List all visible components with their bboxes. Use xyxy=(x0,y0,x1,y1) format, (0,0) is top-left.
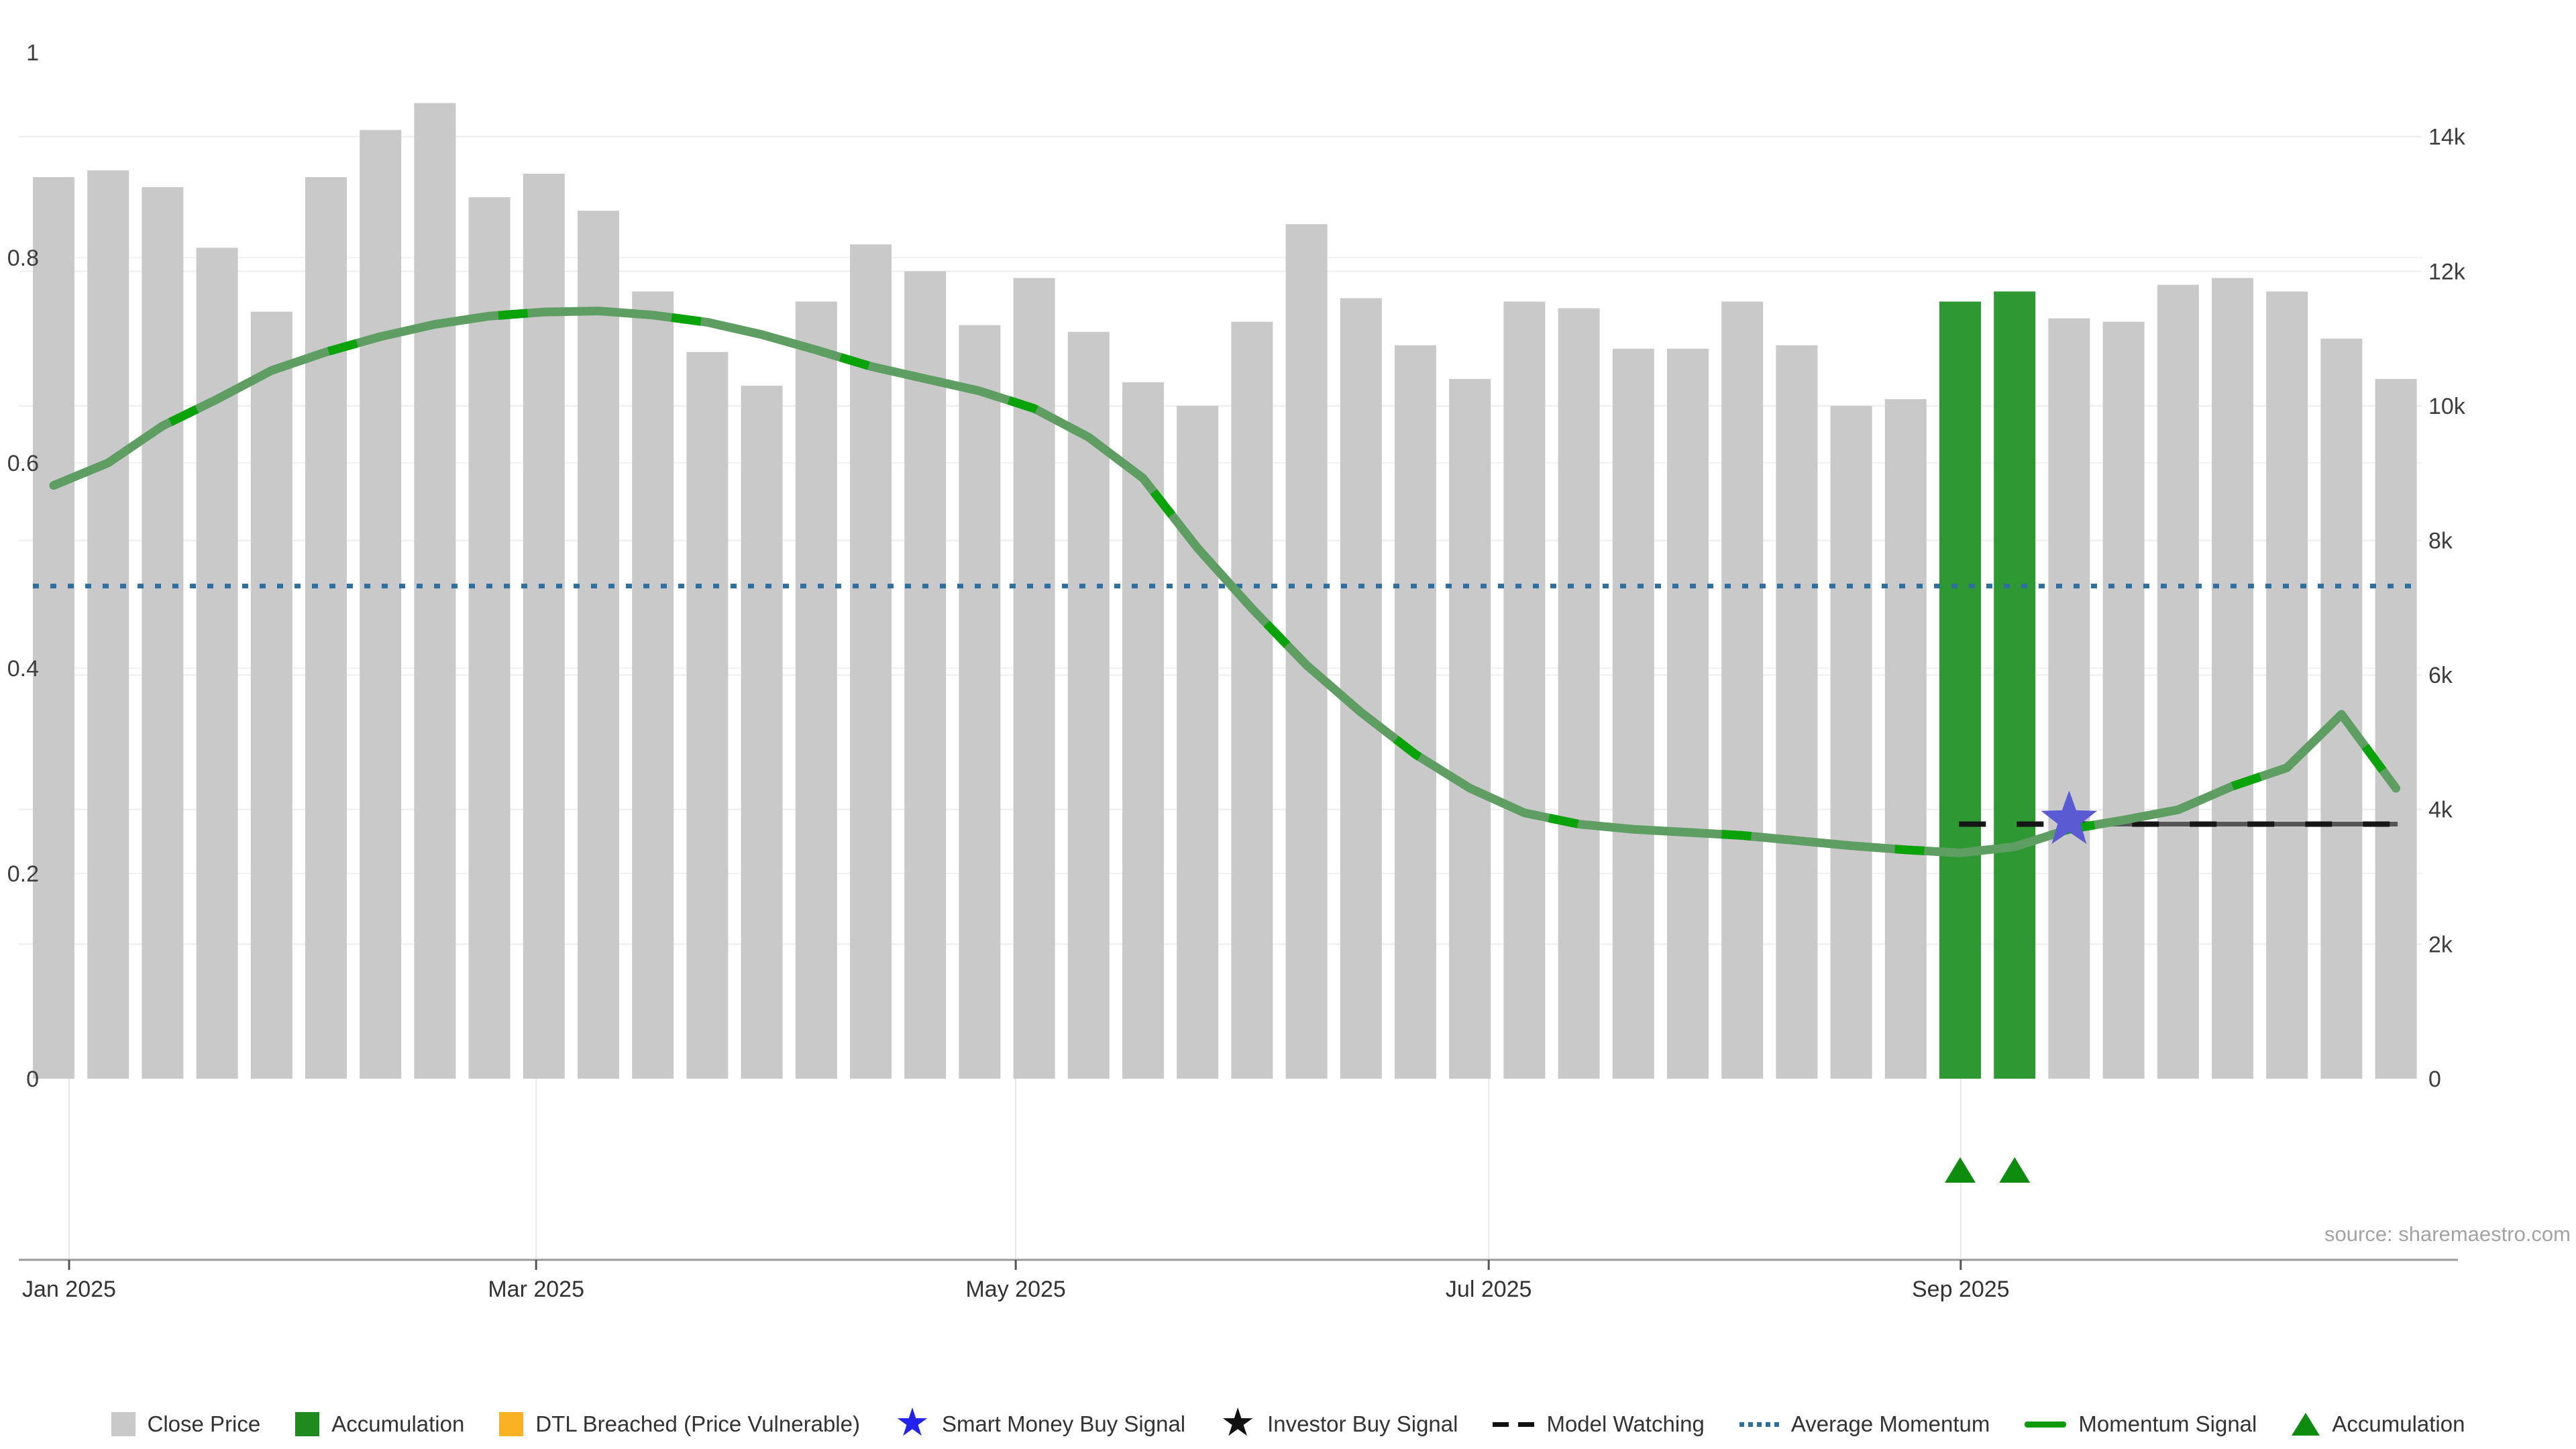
accumulation-marker-triangle-icon xyxy=(2292,1413,2320,1436)
accumulation-bar xyxy=(1994,291,2036,1079)
momentum-signal-line-icon xyxy=(2025,1421,2067,1428)
dtl-breached-swatch-icon xyxy=(499,1412,524,1436)
close-price-bar xyxy=(33,176,74,1079)
y-axis-label-right: 6k xyxy=(2428,663,2453,688)
close-price-bar xyxy=(1449,378,1491,1079)
close-price-bar xyxy=(904,271,947,1079)
accumulation-swatch-icon xyxy=(295,1412,320,1436)
close-price-bar xyxy=(1067,331,1110,1079)
close-price-bar xyxy=(2266,291,2308,1079)
close-price-bar xyxy=(1612,348,1654,1079)
close-price-bar xyxy=(741,385,783,1079)
close-price-bar xyxy=(2157,284,2199,1079)
close-price-bar xyxy=(87,170,129,1079)
x-axis-label: Jul 2025 xyxy=(1446,1277,1532,1302)
accumulation-marker-triangle xyxy=(1999,1157,2031,1183)
accumulation-marker-triangle xyxy=(1945,1157,1976,1183)
close-price-swatch-icon xyxy=(111,1412,136,1436)
close-price-bar xyxy=(1013,278,1055,1079)
close-price-bar xyxy=(523,173,565,1079)
close-price-bar xyxy=(2102,321,2145,1079)
x-axis-label: Sep 2025 xyxy=(1912,1277,2010,1302)
legend-item-accumulation-marker[interactable]: Accumulation xyxy=(2292,1411,2465,1437)
model-watching-dash-icon xyxy=(1493,1421,1535,1427)
y-axis-label-right: 8k xyxy=(2428,529,2453,554)
close-price-bar xyxy=(305,176,347,1079)
legend-item-smart-money-buy-signal[interactable]: ★ Smart Money Buy Signal xyxy=(894,1401,1186,1444)
accumulation-bar xyxy=(1939,301,1981,1079)
close-price-bar xyxy=(468,197,511,1079)
close-price-bar xyxy=(196,248,238,1079)
close-price-bar xyxy=(1503,301,1546,1079)
investor-buy-signal-star-icon: ★ xyxy=(1220,1401,1256,1444)
close-price-bar xyxy=(795,301,837,1079)
legend-item-close-price[interactable]: Close Price xyxy=(111,1411,261,1437)
y-axis-label-right: 0 xyxy=(2428,1067,2441,1092)
close-price-bar xyxy=(686,352,729,1079)
close-price-bar xyxy=(360,129,402,1079)
legend-item-momentum-signal[interactable]: Momentum Signal xyxy=(2025,1411,2257,1437)
close-price-bar xyxy=(142,187,184,1079)
legend-label: Momentum Signal xyxy=(2078,1411,2257,1436)
close-price-bar xyxy=(1558,308,1600,1079)
legend-item-investor-buy-signal[interactable]: ★ Investor Buy Signal xyxy=(1220,1401,1458,1444)
y-axis-label-left: 0.2 xyxy=(7,861,39,887)
legend-item-dtl-breached[interactable]: DTL Breached (Price Vulnerable) xyxy=(499,1411,860,1437)
legend-item-model-watching[interactable]: Model Watching xyxy=(1493,1411,1705,1437)
source-credit: source: sharemaestro.com xyxy=(2324,1222,2571,1246)
y-axis-label-right: 14k xyxy=(2428,125,2466,150)
close-price-bar xyxy=(1776,345,1818,1079)
legend-label: Accumulation xyxy=(331,1411,465,1436)
close-price-bar xyxy=(632,291,674,1079)
close-price-bar xyxy=(1177,406,1219,1079)
legend-item-accumulation[interactable]: Accumulation xyxy=(295,1411,464,1437)
smart-money-buy-signal-star xyxy=(2041,790,2098,844)
legend-label: Accumulation xyxy=(2332,1411,2465,1436)
close-price-bar xyxy=(1122,382,1164,1079)
legend-label: Average Momentum xyxy=(1790,1411,1990,1436)
close-price-bar xyxy=(250,311,292,1079)
close-price-bar xyxy=(1340,298,1382,1079)
close-price-bar xyxy=(1721,301,1764,1079)
y-axis-label-left: 1 xyxy=(26,40,39,66)
momentum-signal-line xyxy=(49,307,2401,857)
x-axis-label: May 2025 xyxy=(965,1277,1065,1302)
y-axis-label-left: 0 xyxy=(26,1067,39,1092)
y-axis-label-left: 0.8 xyxy=(7,246,39,271)
close-price-bar xyxy=(1667,348,1709,1079)
average-momentum-dots-icon xyxy=(1739,1421,1779,1427)
legend-label: Model Watching xyxy=(1546,1411,1705,1436)
close-price-bar xyxy=(578,211,619,1079)
close-price-bar xyxy=(1830,406,1872,1079)
y-axis-label-left: 0.4 xyxy=(7,656,39,682)
y-axis-label-right: 2k xyxy=(2428,932,2453,957)
smart-money-buy-signal-star-icon: ★ xyxy=(894,1401,930,1444)
x-axis-label: Mar 2025 xyxy=(488,1277,584,1302)
close-price-bar xyxy=(1395,345,1436,1079)
x-axis-label: Jan 2025 xyxy=(22,1277,116,1302)
legend-label: DTL Breached (Price Vulnerable) xyxy=(535,1411,860,1436)
close-price-bar xyxy=(2212,278,2253,1079)
y-axis-label-right: 10k xyxy=(2428,394,2466,419)
close-price-bar xyxy=(2375,378,2417,1079)
close-price-bar xyxy=(1884,398,1927,1079)
legend: Close Price Accumulation DTL Breached (Pri… xyxy=(0,1401,2576,1444)
y-axis-label-left: 0.6 xyxy=(7,451,39,476)
legend-item-average-momentum[interactable]: Average Momentum xyxy=(1739,1411,1990,1437)
close-price-bar xyxy=(959,325,1001,1079)
legend-label: Investor Buy Signal xyxy=(1267,1411,1458,1436)
close-price-bar xyxy=(850,244,892,1079)
y-axis-label-right: 4k xyxy=(2428,798,2453,823)
legend-label: Smart Money Buy Signal xyxy=(941,1411,1186,1436)
legend-label: Close Price xyxy=(147,1411,261,1436)
close-price-bar xyxy=(2048,318,2090,1079)
y-axis-label-right: 12k xyxy=(2428,259,2466,284)
close-price-bar xyxy=(414,103,456,1079)
close-price-bar xyxy=(2320,338,2363,1079)
close-price-bar xyxy=(1231,321,1273,1079)
